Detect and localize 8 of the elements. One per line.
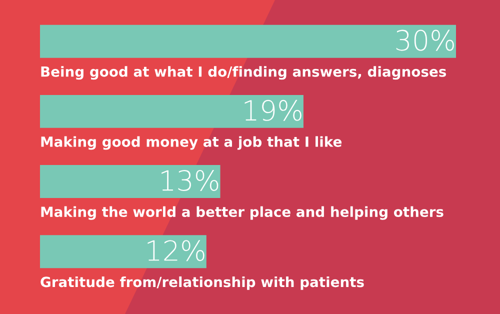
y-tick-label: Making the world a better place and helping others [41,206,444,220]
y-tick-label: Gratitude from/relationship with patients [40,276,364,290]
y-tick-label: Making good money at a job that I like [41,136,342,150]
data-label: 13% [162,170,218,191]
data-label: 19% [244,100,302,121]
y-tick-label: Being good at what I do/finding answers, diagnoses [41,66,446,80]
data-label: 12% [148,240,204,262]
data-label: 30% [396,30,454,51]
